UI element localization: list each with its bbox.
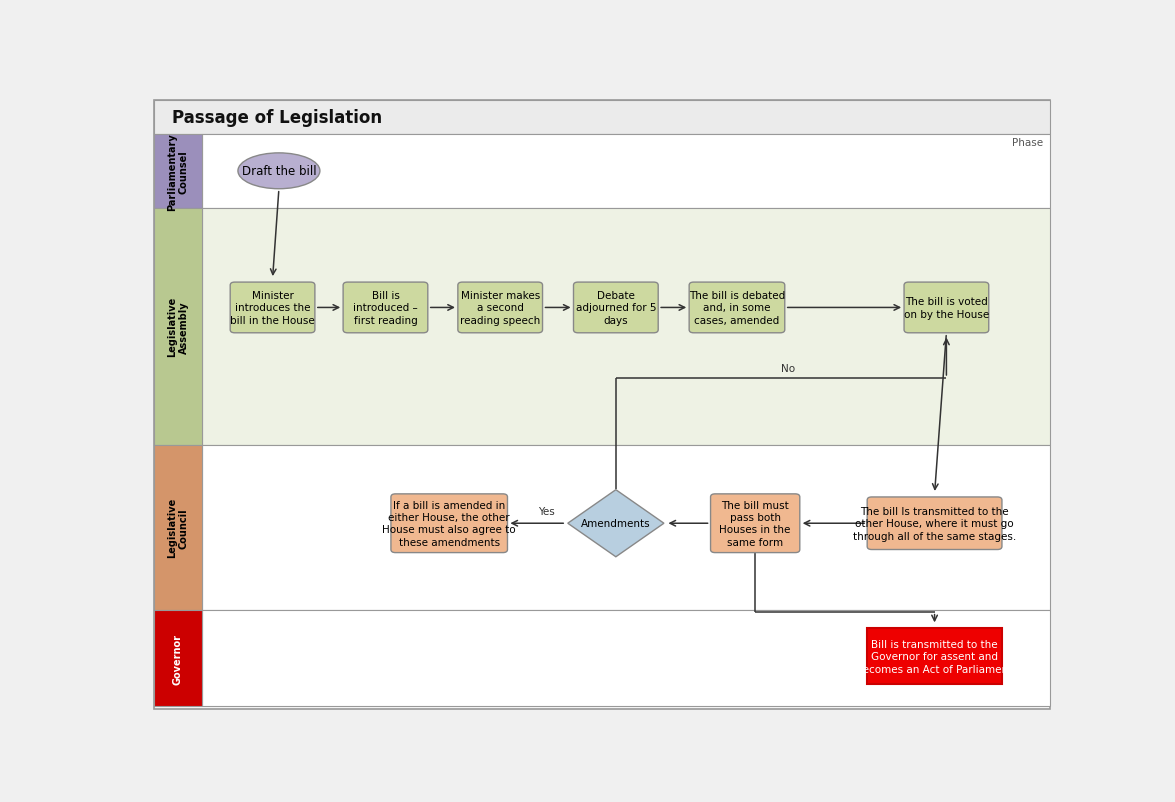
FancyBboxPatch shape (230, 283, 315, 334)
FancyBboxPatch shape (904, 283, 988, 334)
Text: The bill is voted
on by the House: The bill is voted on by the House (904, 297, 989, 319)
Text: Governor: Governor (173, 633, 183, 683)
FancyBboxPatch shape (202, 209, 1050, 445)
FancyBboxPatch shape (202, 610, 1050, 707)
Text: Bill is transmitted to the
Governor for assent and
becomes an Act of Parliament: Bill is transmitted to the Governor for … (857, 639, 1013, 674)
Text: Parliamentary
Counsel: Parliamentary Counsel (167, 133, 189, 210)
Text: Minister makes
a second
reading speech: Minister makes a second reading speech (461, 290, 540, 326)
Polygon shape (568, 490, 664, 557)
FancyBboxPatch shape (154, 209, 202, 445)
FancyBboxPatch shape (711, 494, 800, 553)
FancyBboxPatch shape (202, 445, 1050, 610)
Text: Bill is
introduced –
first reading: Bill is introduced – first reading (352, 290, 418, 326)
FancyBboxPatch shape (154, 101, 1050, 135)
FancyBboxPatch shape (867, 497, 1002, 550)
FancyBboxPatch shape (154, 610, 202, 707)
Text: Legislative
Council: Legislative Council (167, 497, 189, 557)
Text: Amendments: Amendments (580, 519, 651, 529)
Ellipse shape (237, 154, 320, 189)
FancyBboxPatch shape (154, 135, 202, 209)
FancyBboxPatch shape (458, 283, 543, 334)
Text: Phase: Phase (1012, 138, 1043, 148)
Text: Minister
introduces the
bill in the House: Minister introduces the bill in the Hous… (230, 290, 315, 326)
FancyBboxPatch shape (391, 494, 508, 553)
Text: The bill must
pass both
Houses in the
same form: The bill must pass both Houses in the sa… (719, 500, 791, 547)
FancyBboxPatch shape (867, 629, 1002, 684)
FancyBboxPatch shape (343, 283, 428, 334)
Text: The bill is debated
and, in some
cases, amended: The bill is debated and, in some cases, … (689, 290, 785, 326)
FancyBboxPatch shape (202, 135, 1050, 209)
FancyBboxPatch shape (573, 283, 658, 334)
FancyBboxPatch shape (154, 101, 1050, 709)
Text: No: No (780, 363, 794, 374)
Text: Yes: Yes (538, 506, 556, 516)
Text: Debate
adjourned for 5
days: Debate adjourned for 5 days (576, 290, 656, 326)
FancyBboxPatch shape (690, 283, 785, 334)
Text: Draft the bill: Draft the bill (242, 165, 316, 178)
FancyBboxPatch shape (154, 445, 202, 610)
Text: The bill Is transmitted to the
other House, where it must go
through all of the : The bill Is transmitted to the other Hou… (853, 506, 1016, 541)
Text: Legislative
Assembly: Legislative Assembly (167, 297, 189, 357)
Text: If a bill is amended in
either House, the other
House must also agree to
these a: If a bill is amended in either House, th… (382, 500, 516, 547)
Text: Passage of Legislation: Passage of Legislation (173, 109, 383, 127)
